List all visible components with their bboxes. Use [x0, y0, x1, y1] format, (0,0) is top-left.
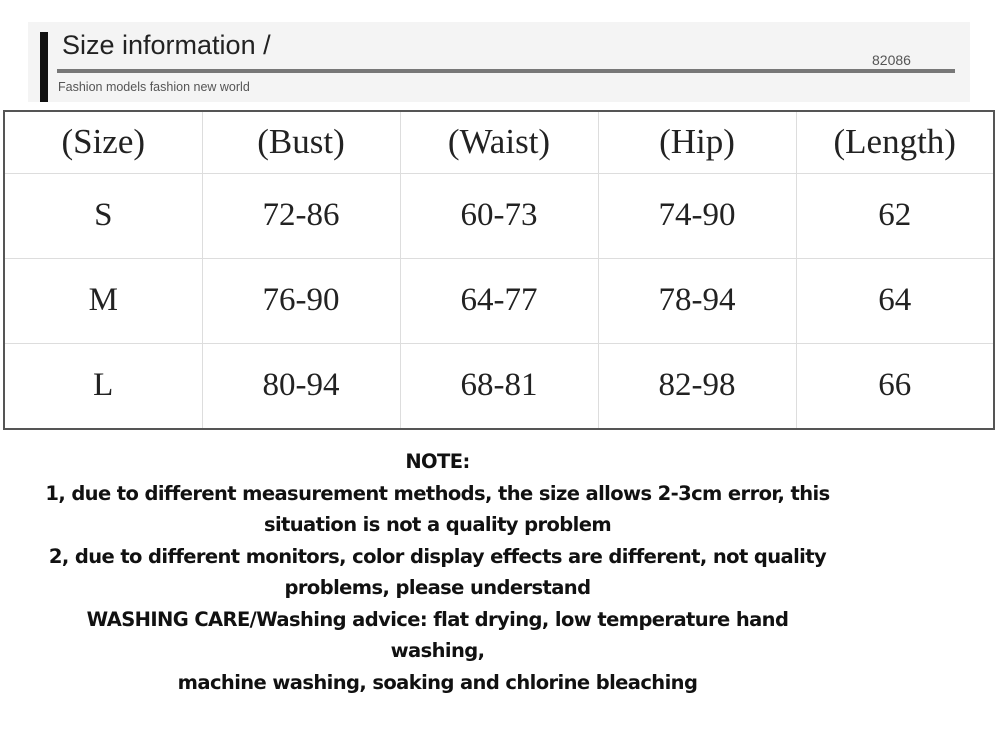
header-subtitle: Fashion models fashion new world — [58, 80, 250, 94]
table-row: M 76-90 64-77 78-94 64 — [3, 257, 995, 344]
table-cell: 82-98 — [597, 342, 797, 430]
table-cell: 74-90 — [597, 172, 797, 259]
table-cell: 60-73 — [399, 172, 599, 259]
header-band — [28, 22, 970, 102]
column-header: (Waist) — [399, 110, 599, 174]
header-title: Size information / — [62, 30, 271, 60]
table-cell: 62 — [795, 172, 995, 259]
table-row: S 72-86 60-73 74-90 62 — [3, 172, 995, 259]
note: NOTE: 1, due to different measurement me… — [40, 446, 835, 698]
table-cell: S — [3, 172, 203, 259]
column-header: (Size) — [3, 110, 203, 174]
header-bar — [40, 32, 48, 102]
note-line: WASHING CARE/Washing advice: flat drying… — [86, 607, 789, 663]
header-rule — [57, 69, 955, 73]
table-cell: 80-94 — [201, 342, 401, 430]
header-code: 82086 — [872, 52, 911, 68]
table-cell: L — [3, 342, 203, 430]
column-header: (Bust) — [201, 110, 401, 174]
size-table: (Size) (Bust) (Waist) (Hip) (Length) S 72-86 60… — [3, 110, 995, 430]
table-row: L 80-94 68-81 82-98 66 — [3, 342, 995, 430]
table-cell: 66 — [795, 342, 995, 430]
table-cell: 72-86 — [201, 172, 401, 259]
note-line: machine washing, soaking and chlorine bl… — [177, 670, 698, 694]
column-header: (Hip) — [597, 110, 797, 174]
note-line: problems, please understand — [284, 576, 592, 599]
note-title: NOTE: — [405, 450, 470, 473]
table-cell: 64 — [795, 257, 995, 344]
note-line: 1, due to different measurement methods,… — [45, 481, 830, 505]
header-row: (Size) (Bust) (Waist) (Hip) (Length) — [3, 110, 995, 174]
column-header: (Length) — [795, 110, 995, 174]
table-cell: 68-81 — [399, 342, 599, 430]
note-line: situation is not a quality problem — [263, 513, 612, 536]
table-cell: 76-90 — [201, 257, 401, 344]
table-cell: 64-77 — [399, 257, 599, 344]
table-cell: M — [3, 257, 203, 344]
table-cell: 78-94 — [597, 257, 797, 344]
note-line: 2, due to different monitors, color disp… — [48, 544, 827, 568]
